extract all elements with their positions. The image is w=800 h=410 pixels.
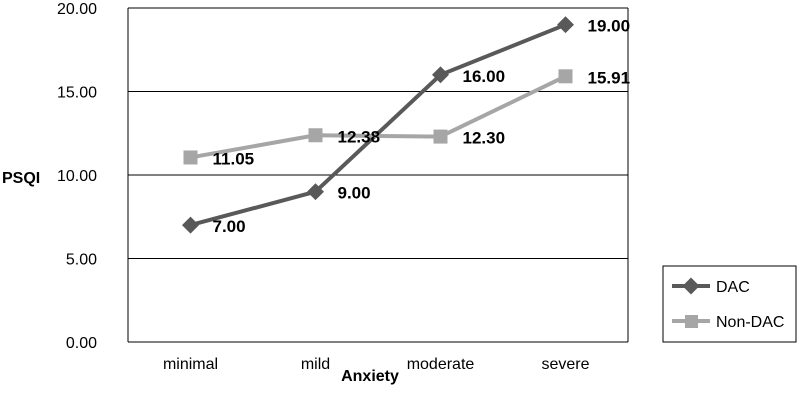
series-line-dac (189, 22, 567, 228)
y-tick-label: 10.00 (57, 168, 97, 185)
x-axis-ticks: minimal mild moderate severe (163, 356, 590, 373)
x-tick-label: mild (301, 356, 330, 373)
data-label-dac: 19.00 (588, 17, 631, 36)
data-label-non-dac: 15.91 (588, 68, 631, 87)
series-line-non-dac (190, 74, 567, 160)
x-tick-label: minimal (163, 356, 218, 373)
y-tick-label: 5.00 (66, 252, 97, 269)
data-point-dac (307, 183, 324, 201)
data-point-dac (182, 216, 199, 234)
legend-label-non-dac: Non-DAC (716, 314, 784, 331)
x-axis-title: Anxiety (341, 368, 399, 385)
legend: DAC Non-DAC (662, 265, 797, 343)
data-label-non-dac: 11.05 (213, 149, 255, 168)
data-point-dac (557, 16, 574, 34)
data-label-non-dac: 12.30 (463, 129, 506, 148)
x-tick-label: moderate (407, 356, 475, 373)
y-tick-label: 15.00 (57, 85, 97, 102)
data-point-non-dac (433, 129, 448, 144)
data-labels: 7.00 9.00 16.00 19.00 11.05 12.38 12.30 15.91 (213, 17, 631, 236)
data-point-non-dac (183, 150, 198, 165)
legend-marker-dac (682, 277, 700, 295)
legend-label-dac: DAC (716, 279, 750, 296)
y-tick-label: 20.00 (57, 1, 97, 18)
data-label-dac: 16.00 (463, 67, 506, 86)
data-label-dac: 7.00 (213, 217, 246, 236)
legend-marker-non-dac (685, 315, 698, 328)
legend-box (662, 265, 797, 343)
y-axis-ticks: 0.00 5.00 10.00 15.00 20.00 (57, 1, 97, 352)
series (182, 16, 574, 234)
data-label-dac: 9.00 (338, 184, 371, 203)
data-point-non-dac (308, 128, 323, 143)
data-point-dac (432, 66, 449, 84)
y-tick-label: 0.00 (66, 335, 97, 352)
x-tick-label: severe (541, 356, 589, 373)
y-axis-title: PSQI (2, 170, 40, 187)
data-point-non-dac (558, 69, 573, 84)
gridlines (127, 7, 629, 343)
data-label-non-dac: 12.38 (338, 127, 381, 146)
